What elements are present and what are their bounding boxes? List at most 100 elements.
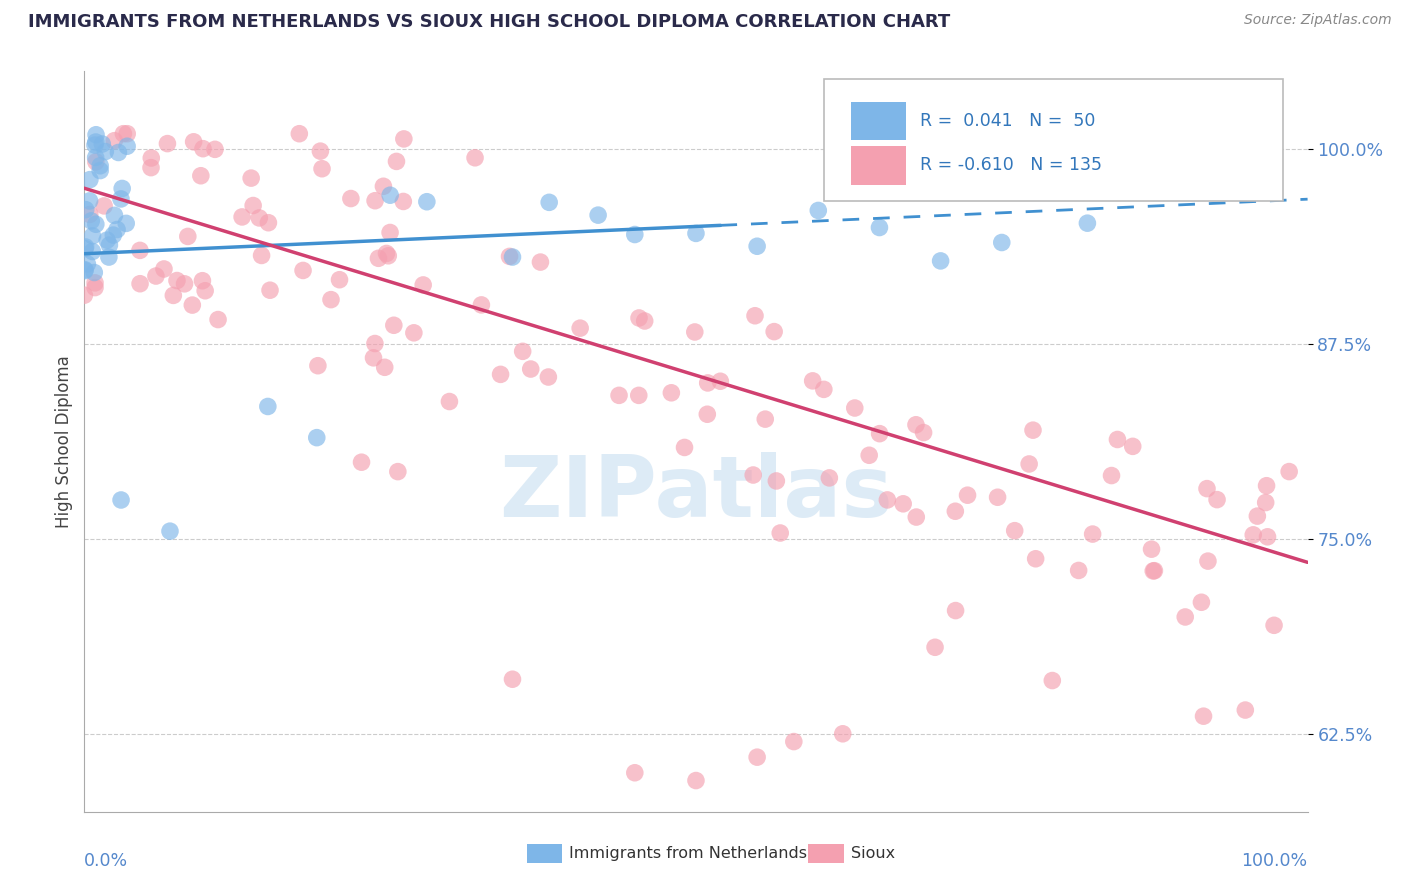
Point [538, 195, 561, 210]
Point [392, 194, 415, 209]
Point [115, 127, 138, 141]
Point [177, 229, 200, 244]
Point [94, 145, 117, 159]
Point [754, 412, 776, 426]
Text: IMMIGRANTS FROM NETHERLANDS VS SIOUX HIGH SCHOOL DIPLOMA CORRELATION CHART: IMMIGRANTS FROM NETHERLANDS VS SIOUX HIG… [28, 13, 950, 31]
Point [84, 128, 107, 142]
Point [1143, 564, 1166, 578]
Point [696, 407, 718, 421]
Point [84, 154, 107, 169]
Point [529, 255, 551, 269]
Point [110, 192, 132, 206]
Point [84, 217, 107, 231]
Point [763, 325, 786, 339]
Point [991, 235, 1014, 250]
Point [1101, 468, 1123, 483]
Point [76, 257, 98, 271]
Point [145, 268, 167, 283]
Point [257, 400, 280, 414]
Point [311, 161, 333, 176]
Point [240, 171, 263, 186]
Point [84, 276, 107, 290]
Point [79, 194, 101, 208]
Point [112, 127, 135, 141]
Point [115, 216, 138, 230]
Point [377, 249, 399, 263]
Point [319, 293, 342, 307]
Point [956, 488, 979, 502]
Point [375, 246, 398, 260]
Point [1081, 527, 1104, 541]
Point [363, 351, 385, 365]
Point [259, 283, 281, 297]
Text: 100.0%: 100.0% [1241, 853, 1308, 871]
Point [783, 734, 806, 748]
FancyBboxPatch shape [824, 78, 1284, 201]
Point [769, 526, 792, 541]
Point [747, 239, 769, 253]
Point [498, 249, 520, 263]
Point [103, 228, 125, 243]
Point [685, 773, 707, 788]
Point [1206, 492, 1229, 507]
Point [1189, 595, 1212, 609]
Point [1025, 551, 1047, 566]
Point [159, 524, 181, 538]
Point [292, 263, 315, 277]
Point [1234, 703, 1257, 717]
Point [869, 220, 891, 235]
Text: 0.0%: 0.0% [84, 853, 128, 871]
Point [378, 226, 401, 240]
Point [93, 199, 115, 213]
Point [98, 238, 121, 252]
Point [110, 493, 132, 508]
Point [858, 448, 880, 462]
Point [1004, 524, 1026, 538]
Point [207, 312, 229, 326]
Point [307, 359, 329, 373]
Point [502, 672, 524, 686]
Point [627, 388, 650, 402]
Point [107, 145, 129, 160]
Point [139, 161, 162, 175]
Point [512, 344, 534, 359]
Point [1076, 216, 1098, 230]
Point [247, 211, 270, 225]
Point [129, 277, 152, 291]
Point [191, 142, 214, 156]
Point [309, 144, 332, 158]
Point [905, 510, 928, 524]
Point [659, 385, 682, 400]
Point [801, 374, 824, 388]
Point [83, 265, 105, 279]
Point [1246, 509, 1268, 524]
Point [924, 640, 946, 655]
Point [807, 203, 830, 218]
Point [84, 280, 107, 294]
Point [943, 504, 966, 518]
Point [673, 441, 696, 455]
Point [367, 252, 389, 266]
Point [537, 370, 560, 384]
Point [685, 227, 707, 241]
Point [385, 154, 408, 169]
Point [364, 336, 387, 351]
Point [891, 497, 914, 511]
Point [191, 274, 214, 288]
Point [439, 394, 461, 409]
Point [744, 309, 766, 323]
Point [869, 426, 891, 441]
Point [1067, 564, 1090, 578]
Point [194, 284, 217, 298]
Point [412, 277, 434, 292]
Point [190, 169, 212, 183]
Point [82, 228, 104, 243]
Point [103, 208, 125, 222]
Point [416, 194, 439, 209]
FancyBboxPatch shape [851, 146, 907, 185]
Text: R =  0.041   N =  50: R = 0.041 N = 50 [920, 112, 1095, 130]
Point [1142, 564, 1164, 578]
Point [96, 233, 118, 247]
Point [945, 604, 967, 618]
Point [1174, 610, 1197, 624]
